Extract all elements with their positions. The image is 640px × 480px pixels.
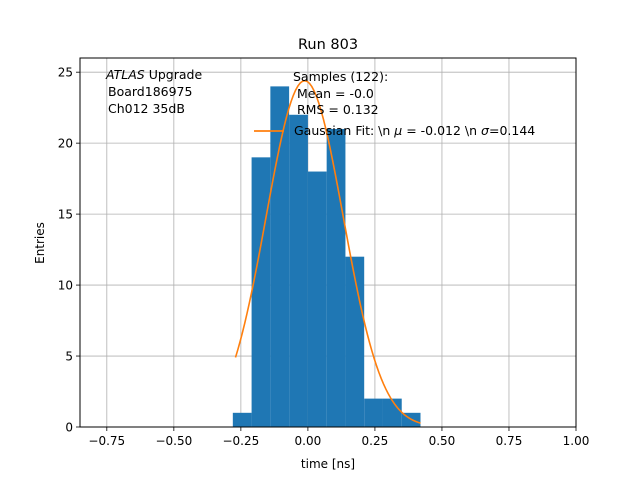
legend-fit-label: Gaussian Fit: \n μ = -0.012 \n σ=0.144 bbox=[294, 123, 535, 138]
y-tick-label: 10 bbox=[58, 279, 73, 293]
histogram-bar bbox=[251, 157, 271, 427]
histogram-bar bbox=[364, 398, 383, 427]
legend-fit-mu-value: = -0.012 \n bbox=[402, 123, 481, 138]
histogram-bar bbox=[270, 86, 290, 427]
y-axis-label: Entries bbox=[33, 222, 47, 264]
histogram-bar bbox=[307, 171, 327, 427]
y-tick-label: 5 bbox=[65, 350, 73, 364]
histogram-bar bbox=[345, 256, 365, 427]
x-tick-label: −0.75 bbox=[88, 434, 125, 448]
y-tick-label: 20 bbox=[58, 137, 73, 151]
plot-frame bbox=[79, 57, 577, 428]
gaussian-fit bbox=[234, 79, 421, 424]
atlas-experiment-suffix: Upgrade bbox=[145, 67, 203, 82]
x-tick-label: −0.50 bbox=[155, 434, 192, 448]
legend-fit-sigma-value: =0.144 bbox=[489, 123, 535, 138]
channel-label: Ch012 35dB bbox=[108, 101, 185, 116]
histogram-bar bbox=[289, 114, 308, 428]
atlas-annotation: ATLAS Upgrade Board186975 Ch012 35dB bbox=[105, 67, 202, 116]
legend-fit-mu-symbol: μ bbox=[393, 123, 402, 138]
legend: Samples (122): Mean = -0.0 RMS = 0.132 G… bbox=[254, 69, 535, 138]
fit-curve bbox=[234, 79, 421, 424]
x-tick-label: 0.50 bbox=[429, 434, 456, 448]
x-tick-label: 0.75 bbox=[496, 434, 523, 448]
histogram-bar bbox=[382, 398, 402, 427]
legend-fit-sigma-symbol: σ bbox=[481, 123, 490, 138]
histogram-bar bbox=[326, 128, 346, 427]
legend-samples-title: Samples (122): bbox=[293, 69, 388, 84]
board-label: Board186975 bbox=[108, 84, 192, 99]
legend-samples-mean: Mean = -0.0 bbox=[297, 86, 374, 101]
histogram-bar bbox=[232, 412, 252, 427]
atlas-label: ATLAS Upgrade bbox=[105, 67, 202, 82]
x-tick-label: 1.00 bbox=[563, 434, 590, 448]
chart-title: Run 803 bbox=[298, 37, 358, 53]
y-tick-label: 0 bbox=[65, 421, 73, 435]
x-tick-label: −0.25 bbox=[222, 434, 259, 448]
legend-fit-prefix: Gaussian Fit: \n bbox=[294, 123, 394, 138]
x-axis-label: time [ns] bbox=[301, 457, 355, 471]
y-tick-label: 15 bbox=[58, 208, 73, 222]
axis-ticks: −0.75 −0.50 −0.25 0.00 0.25 0.50 0.75 1.00 0 5 10 1… bbox=[58, 66, 590, 448]
atlas-experiment: ATLAS bbox=[105, 67, 145, 82]
legend-samples-rms: RMS = 0.132 bbox=[297, 102, 379, 117]
x-tick-label: 0.25 bbox=[362, 434, 389, 448]
x-tick-label: 0.00 bbox=[295, 434, 322, 448]
y-tick-label: 25 bbox=[58, 66, 73, 80]
